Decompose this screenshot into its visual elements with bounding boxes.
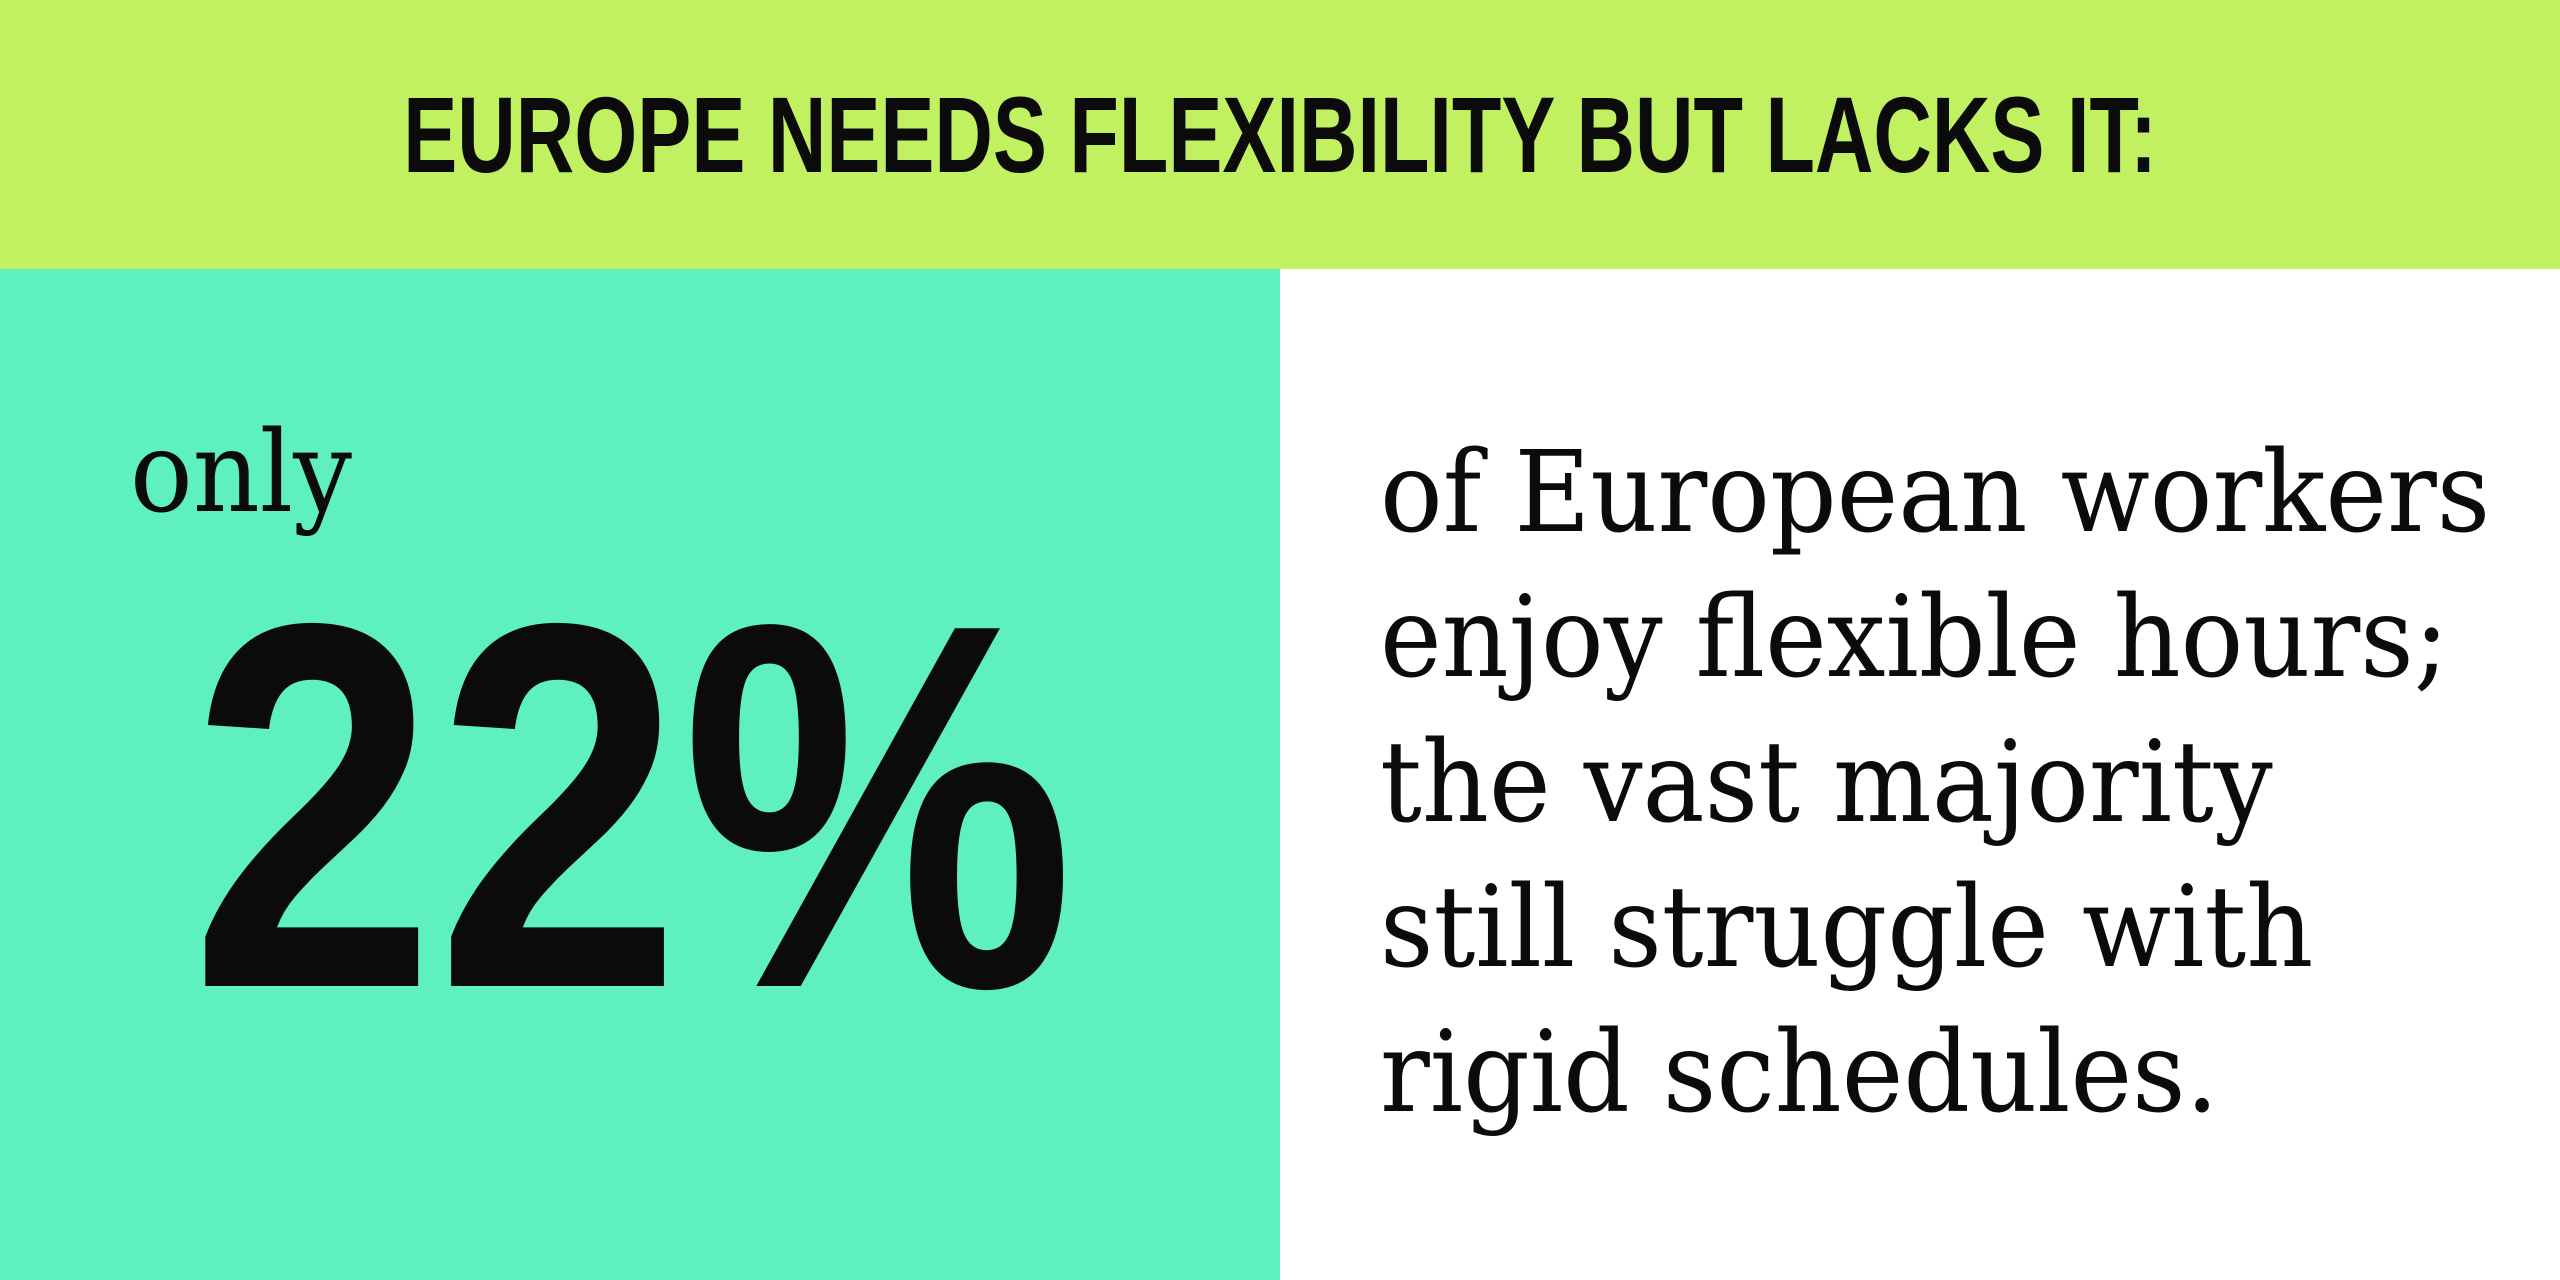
description-panel: of European workers enjoy flexible hours…: [1280, 269, 2560, 1280]
description-line: still struggle with: [1380, 863, 2314, 993]
header-banner: EUROPE NEEDS FLEXIBILITY BUT LACKS IT:: [0, 0, 2560, 269]
description-line: rigid schedules.: [1380, 1008, 2219, 1138]
headline: EUROPE NEEDS FLEXIBILITY BUT LACKS IT:: [403, 73, 2157, 195]
description-line: of European workers: [1380, 428, 2491, 558]
description-text: of European workers enjoy flexible hours…: [1380, 421, 2490, 1146]
stat-panel: only 22%: [0, 269, 1280, 1280]
description-line: enjoy flexible hours;: [1380, 573, 2449, 703]
stat-value: 22%: [190, 516, 1075, 1097]
content-row: only 22% of European workers enjoy flexi…: [0, 269, 2560, 1280]
description-line: the vast majority: [1380, 718, 2273, 848]
stat-qualifier: only: [130, 408, 352, 538]
